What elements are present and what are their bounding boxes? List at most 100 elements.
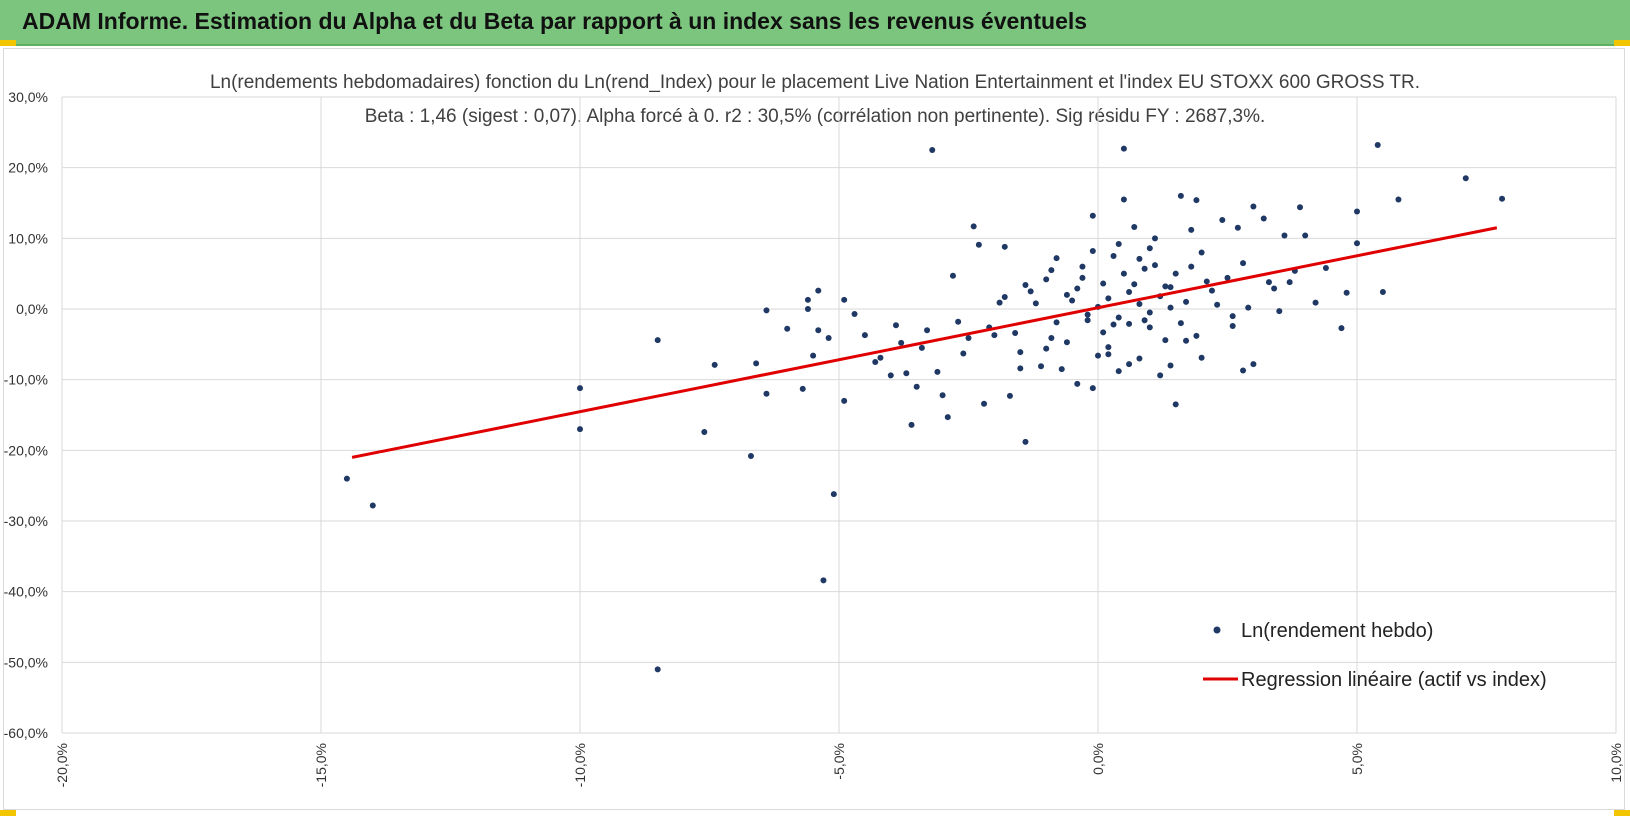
data-point — [1224, 274, 1231, 281]
data-point — [1198, 249, 1205, 256]
data-point — [908, 421, 915, 428]
data-point — [1017, 349, 1024, 356]
data-point — [1302, 232, 1309, 239]
data-point — [1043, 345, 1050, 352]
y-tick-label: 0,0% — [16, 301, 48, 317]
data-point — [1167, 284, 1174, 291]
data-point — [1172, 401, 1179, 408]
page-title: ADAM Informe. Estimation du Alpha et du … — [22, 8, 1088, 34]
data-point — [1229, 322, 1236, 329]
data-point — [1183, 337, 1190, 344]
data-point — [1395, 196, 1402, 203]
data-point — [810, 352, 817, 359]
data-point — [1105, 344, 1112, 351]
data-point — [1162, 337, 1169, 344]
data-point — [1053, 319, 1060, 326]
data-point — [1157, 372, 1164, 379]
data-point — [1229, 313, 1236, 320]
data-point — [1141, 265, 1148, 272]
data-point — [1058, 366, 1065, 373]
data-point — [343, 475, 350, 482]
regression-line-group — [351, 226, 1498, 459]
y-tick-label: -60,0% — [4, 725, 48, 741]
data-point — [1017, 365, 1024, 372]
y-tick-label: -20,0% — [4, 442, 48, 458]
data-point — [1006, 392, 1013, 399]
data-point — [861, 332, 868, 339]
data-point — [825, 334, 832, 341]
y-tick-label: 10,0% — [8, 230, 48, 246]
data-point — [877, 354, 884, 361]
data-point — [763, 390, 770, 397]
data-point — [1126, 320, 1133, 327]
data-point — [913, 383, 920, 390]
y-tick-label: -10,0% — [4, 372, 48, 388]
data-point — [1462, 175, 1469, 182]
data-point — [1001, 293, 1008, 300]
data-point — [1151, 262, 1158, 269]
data-point — [903, 370, 910, 377]
data-point — [804, 306, 811, 312]
data-point — [1100, 329, 1107, 336]
legend-marker-points — [1213, 626, 1221, 634]
data-point — [1146, 324, 1153, 331]
data-point — [1183, 298, 1190, 305]
data-point — [1162, 283, 1169, 290]
y-tick-label: -50,0% — [4, 654, 48, 670]
data-point — [1379, 289, 1386, 296]
data-point — [1167, 362, 1174, 369]
data-point — [851, 310, 858, 317]
data-point — [1100, 280, 1107, 287]
data-point — [1115, 240, 1122, 247]
scatter-points — [343, 142, 1506, 673]
data-point — [1074, 380, 1081, 387]
data-point — [654, 666, 661, 673]
data-point — [1188, 263, 1195, 270]
data-point — [1079, 274, 1086, 281]
data-point — [1240, 367, 1247, 374]
data-point — [887, 372, 894, 379]
data-point — [1281, 232, 1288, 239]
data-point — [1265, 279, 1272, 286]
data-point — [1063, 339, 1070, 346]
data-point — [1120, 196, 1127, 203]
data-point — [1001, 243, 1008, 250]
data-point — [1172, 270, 1179, 277]
data-point — [1022, 438, 1029, 445]
data-point — [815, 327, 822, 334]
data-point — [820, 577, 827, 584]
data-point — [784, 325, 791, 332]
data-point — [960, 350, 967, 357]
data-point — [975, 241, 982, 248]
data-point — [1151, 235, 1158, 242]
data-point — [1131, 281, 1138, 288]
data-point — [1074, 285, 1081, 292]
data-point — [799, 385, 806, 392]
data-point — [898, 339, 905, 346]
data-point — [841, 397, 848, 404]
data-point — [1095, 352, 1101, 359]
y-tick-label: 30,0% — [8, 89, 48, 105]
data-point — [1069, 297, 1076, 304]
data-point — [924, 327, 931, 334]
data-point — [763, 307, 770, 314]
data-point — [949, 272, 956, 279]
data-point — [1245, 304, 1252, 311]
data-point — [1027, 288, 1034, 295]
data-point — [1354, 208, 1360, 215]
data-point — [1297, 204, 1304, 211]
data-point — [815, 287, 822, 294]
x-tick-label: -15,0% — [313, 743, 329, 787]
regression-line — [351, 226, 1498, 459]
chart-frame — [3, 48, 1625, 810]
corner-handle-bottom-right — [1614, 810, 1630, 816]
data-point — [1120, 145, 1127, 152]
data-point — [1203, 278, 1210, 285]
data-point — [1141, 317, 1148, 324]
data-point — [654, 337, 661, 344]
data-point — [939, 392, 946, 399]
data-point — [892, 322, 899, 329]
data-point — [965, 334, 972, 341]
data-point — [872, 359, 879, 365]
data-point — [1193, 332, 1200, 339]
